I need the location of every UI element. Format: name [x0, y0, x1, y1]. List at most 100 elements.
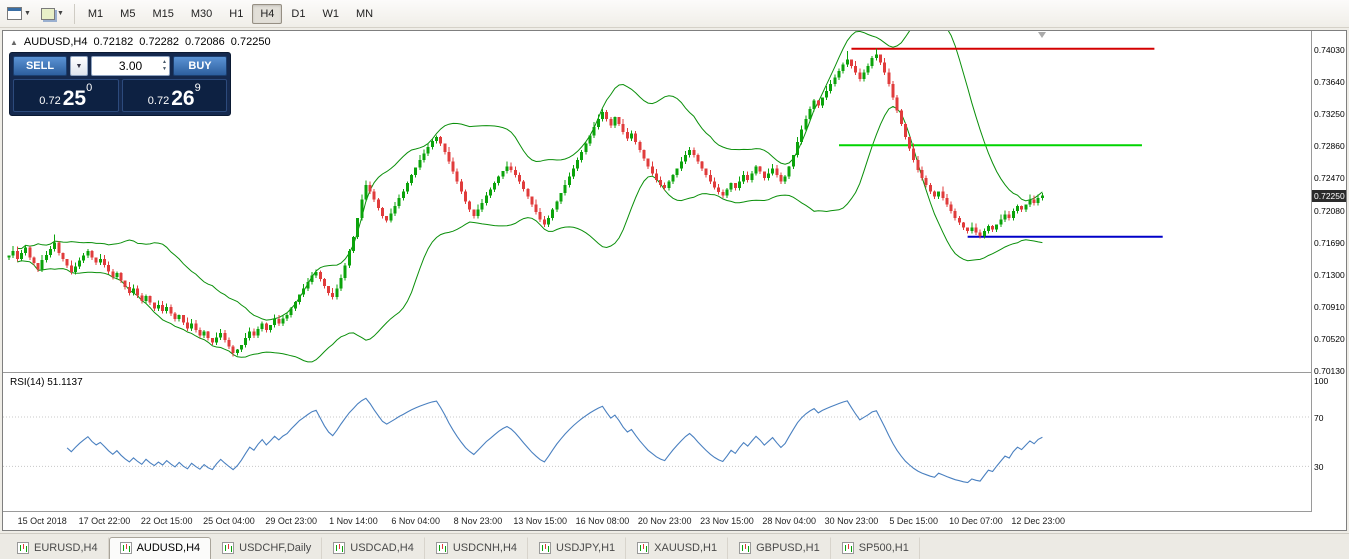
price-axis-label: 0.72080 — [1314, 205, 1345, 216]
rsi-axis-label: 100 — [1314, 376, 1329, 386]
price-axis[interactable]: 0.74030 0.73640 0.73250 0.72860 0.72470 0.720… — [1311, 31, 1346, 530]
rsi-axis-label: 30 — [1314, 462, 1324, 473]
time-axis-label: 28 Nov 04:00 — [762, 516, 816, 526]
time-axis-label: 22 Oct 15:00 — [140, 516, 193, 526]
ask-pipette: 9 — [194, 82, 201, 94]
ask-big-figure: 0.72 — [147, 95, 170, 107]
high-value: 0.72282 — [139, 36, 180, 48]
low-value: 0.72086 — [185, 36, 225, 48]
timeframe-button-d1[interactable]: D1 — [291, 7, 306, 20]
main-chart-plot[interactable] — [3, 31, 1312, 372]
chart-tab-usdchf[interactable]: USDCHF,Daily — [211, 537, 323, 559]
timeframe-button-w1[interactable]: W1 — [322, 7, 339, 20]
spinner-up-icon[interactable]: ▲ — [162, 59, 167, 65]
time-axis-label: 10 Dec 07:00 — [949, 516, 1003, 526]
time-axis-label: 5 Dec 15:00 — [889, 516, 938, 526]
rsi-line — [66, 397, 1043, 484]
timeframe-button-m1[interactable]: M1 — [87, 7, 104, 20]
price-axis-label: 0.72470 — [1314, 173, 1345, 184]
price-axis-label: 0.73640 — [1314, 76, 1345, 87]
time-axis-label: 16 Nov 08:00 — [575, 516, 630, 526]
profiles-button[interactable]: ▼ — [36, 4, 69, 24]
timeframe-button-m30[interactable]: M30 — [190, 7, 213, 20]
chart-tab-label: SP500,H1 — [858, 542, 909, 554]
chart-window-icon — [7, 7, 22, 20]
time-axis[interactable]: 15 Oct 2018 17 Oct 22:00 22 Oct 15:00 25 Oc… — [3, 512, 1312, 530]
toolbar-separator — [73, 3, 75, 24]
chevron-down-icon: ▼ — [56, 10, 64, 17]
chart-tab-icon — [435, 542, 448, 554]
chart-window: ▲ AUDUSD,H4 0.72182 0.72282 0.72086 0.72… — [2, 30, 1347, 531]
chart-tab-label: USDCHF,Daily — [239, 542, 312, 554]
time-axis-label: 15 Oct 2018 — [17, 516, 67, 526]
chart-tab-label: AUDUSD,H4 — [136, 542, 201, 554]
chart-tabs: EURUSD,H4 AUDUSD,H4 USDCHF,Daily USDCAD,H4 U… — [0, 533, 1349, 559]
chart-tab-gbpusd[interactable]: GBPUSD,H1 — [728, 537, 831, 559]
price-axis-label: 0.70520 — [1314, 334, 1345, 345]
chart-tab-usdjpy[interactable]: USDJPY,H1 — [528, 537, 627, 559]
time-axis-label: 17 Oct 22:00 — [78, 516, 131, 526]
ask-price[interactable]: 0.72 26 9 — [121, 79, 227, 112]
chart-tab-audusd[interactable]: AUDUSD,H4 — [108, 537, 212, 559]
volume-input[interactable]: 3.00 ▲ ▼ — [91, 56, 170, 76]
chart-tab-usdcnh[interactable]: USDCNH,H4 — [425, 537, 529, 559]
buy-button[interactable]: BUY — [173, 56, 227, 76]
time-axis-label: 30 Nov 23:00 — [824, 516, 879, 526]
current-price-tag: 0.72250 — [1312, 189, 1346, 202]
price-axis-label: 0.73250 — [1314, 109, 1345, 120]
indicator-divider[interactable] — [3, 372, 1346, 373]
ask-pips: 26 — [171, 87, 195, 110]
rsi-plot[interactable] — [3, 373, 1312, 511]
chart-tab-icon — [222, 542, 235, 554]
time-axis-label: 1 Nov 14:00 — [329, 516, 378, 526]
chart-tab-usdcad[interactable]: USDCAD,H4 — [322, 537, 425, 559]
chart-tab-label: EURUSD,H4 — [34, 542, 98, 554]
chart-tab-sp500[interactable]: SP500,H1 — [831, 537, 920, 559]
chart-tab-eurusd[interactable]: EURUSD,H4 — [6, 537, 109, 559]
price-axis-label: 0.71690 — [1314, 237, 1345, 248]
chart-tab-label: USDCAD,H4 — [350, 542, 414, 554]
volume-dropdown-button[interactable]: ▼ — [70, 56, 88, 76]
chart-tab-label: USDCNH,H4 — [452, 542, 518, 554]
chart-tab-label: GBPUSD,H1 — [756, 542, 820, 554]
top-toolbar: ▼ ▼ M1 M5 M15 M30 H1 H4 D1 W1 MN — [0, 0, 1349, 28]
chart-tab-label: USDJPY,H1 — [556, 542, 616, 554]
chart-tab-icon — [637, 542, 650, 554]
timeframe-button-h1[interactable]: H1 — [229, 7, 244, 20]
bid-pipette: 0 — [86, 82, 93, 94]
spinner-down-icon[interactable]: ▼ — [162, 66, 167, 72]
one-click-panel-toggle[interactable]: ▲ — [10, 37, 18, 47]
timeframe-button-m15[interactable]: M15 — [152, 7, 174, 20]
new-chart-button[interactable]: ▼ — [2, 3, 36, 24]
volume-value: 3.00 — [118, 59, 143, 73]
time-axis-label: 6 Nov 04:00 — [391, 516, 440, 526]
chart-tab-icon — [739, 542, 752, 554]
time-axis-label: 29 Oct 23:00 — [265, 516, 317, 526]
bollinger-upper-band — [17, 31, 1043, 321]
chart-tab-label: XAUUSD,H1 — [654, 542, 718, 554]
symbol-period-label: AUDUSD,H4 — [23, 36, 88, 48]
chart-tab-icon — [17, 542, 29, 554]
time-axis-label: 8 Nov 23:00 — [453, 516, 503, 526]
bollinger-lower-band — [17, 105, 1043, 363]
time-axis-label: 20 Nov 23:00 — [637, 516, 692, 526]
bid-pips: 25 — [62, 87, 87, 110]
time-axis-label: 23 Nov 15:00 — [700, 516, 754, 526]
volume-spinner[interactable]: ▲ ▼ — [162, 59, 167, 73]
sell-button[interactable]: SELL — [13, 56, 67, 76]
price-axis-label: 0.74030 — [1314, 44, 1345, 55]
bid-price[interactable]: 0.72 25 0 — [13, 79, 119, 112]
time-axis-label: 13 Nov 15:00 — [513, 516, 567, 526]
chart-tab-xauusd[interactable]: XAUUSD,H1 — [626, 537, 729, 559]
bid-big-figure: 0.72 — [39, 95, 61, 107]
timeframe-button-m5[interactable]: M5 — [120, 7, 136, 20]
one-click-trading-panel: SELL ▼ 3.00 ▲ ▼ BUY 0.72 25 0 0.72 26 9 — [9, 52, 231, 116]
rsi-label: RSI(14) 51.1137 — [10, 377, 83, 388]
chart-shift-marker[interactable] — [1038, 32, 1046, 38]
rsi-axis-label: 70 — [1314, 412, 1324, 423]
timeframe-button-h4[interactable]: H4 — [252, 3, 283, 24]
timeframe-button-mn[interactable]: MN — [355, 7, 374, 20]
chart-tab-icon — [539, 542, 552, 554]
time-axis-label: 12 Dec 23:00 — [1011, 516, 1065, 526]
price-axis-label: 0.71300 — [1314, 269, 1345, 280]
